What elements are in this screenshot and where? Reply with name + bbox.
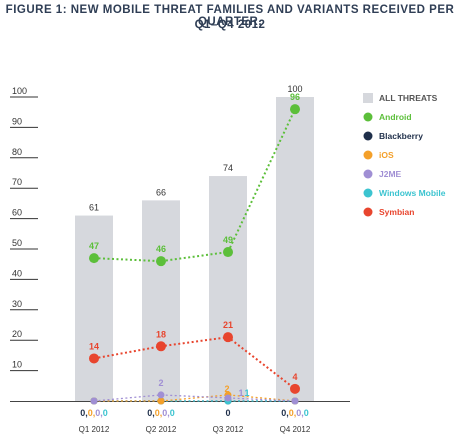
y-tick-label: 60 — [12, 208, 22, 218]
zero-values-label: 0 — [225, 408, 230, 418]
legend-label: J2ME — [379, 169, 402, 179]
zero-value: 0, — [162, 408, 170, 418]
data-point — [157, 391, 165, 399]
data-point — [89, 253, 99, 264]
bar-value-label: 100 — [287, 84, 302, 94]
data-point — [223, 332, 233, 343]
series-line — [93, 108, 296, 263]
data-point — [291, 397, 299, 405]
zero-value: 0, — [281, 408, 289, 418]
point-value-label: 14 — [89, 341, 99, 351]
bar-value-label: 74 — [223, 163, 233, 173]
zero-value: 0, — [95, 408, 103, 418]
legend-label: Android — [379, 112, 412, 122]
data-point — [290, 104, 300, 115]
zero-value: 0, — [296, 408, 304, 418]
legend-swatch — [363, 131, 373, 141]
point-value-label: 46 — [156, 244, 166, 254]
x-category-label: Q2 2012 — [146, 425, 177, 434]
zero-values-label: 0,0,0,0 — [281, 408, 309, 418]
data-point — [89, 353, 99, 364]
point-value-label: 1 — [244, 388, 249, 398]
data-point — [156, 256, 166, 267]
point-value-label: 96 — [290, 92, 300, 102]
x-category-label: Q1 2012 — [79, 425, 110, 434]
legend-label: Windows Mobile — [379, 188, 446, 198]
series-line — [93, 394, 296, 402]
legend-label: Symbian — [379, 207, 414, 217]
legend-label: Blackberry — [379, 131, 423, 141]
zero-value: 0 — [304, 408, 309, 418]
bar — [276, 97, 314, 401]
series-line — [93, 336, 296, 390]
bar — [75, 215, 113, 401]
y-tick-label: 40 — [12, 268, 22, 278]
legend-label: ALL THREATS — [379, 93, 438, 103]
bar — [142, 200, 180, 401]
point-value-label: 1 — [238, 388, 243, 398]
point-value-label: 21 — [223, 320, 233, 330]
zero-value: 0 — [103, 408, 108, 418]
legend-swatch — [363, 169, 373, 179]
chart-title-line-2: Q1–Q4 2012 — [194, 19, 266, 31]
y-tick-label: 70 — [12, 177, 22, 187]
bar-value-label: 61 — [89, 203, 99, 213]
chart-title-line-1: FIGURE 1: NEW MOBILE THREAT FAMILIES AND… — [5, 4, 455, 28]
zero-value: 0, — [88, 408, 96, 418]
x-category-label: Q4 2012 — [280, 425, 311, 434]
data-point — [223, 247, 233, 258]
point-value-label: 2 — [224, 384, 229, 394]
data-point — [157, 397, 165, 405]
legend-swatch — [363, 150, 373, 160]
zero-value: 0, — [80, 408, 88, 418]
zero-value: 0, — [147, 408, 155, 418]
point-value-label: 18 — [156, 329, 166, 339]
zero-value: 0, — [155, 408, 163, 418]
y-tick-label: 20 — [12, 329, 22, 339]
legend-label: iOS — [379, 150, 394, 160]
zero-values-label: 0,0,0,0 — [80, 408, 108, 418]
y-tick-label: 50 — [12, 238, 22, 248]
legend-swatch — [363, 188, 373, 198]
y-tick-label: 90 — [12, 116, 22, 126]
zero-value: 0 — [170, 408, 175, 418]
point-value-label: 49 — [223, 235, 233, 245]
point-value-label: 2 — [158, 378, 163, 388]
point-value-label: 47 — [89, 241, 99, 251]
legend-swatch — [363, 207, 373, 217]
y-tick-label: 10 — [12, 360, 22, 370]
y-tick-label: 100 — [12, 86, 27, 96]
y-tick-label: 80 — [12, 147, 22, 157]
bar — [209, 176, 247, 401]
data-point — [290, 383, 300, 394]
zero-value: 0, — [289, 408, 297, 418]
y-tick-label: 30 — [12, 299, 22, 309]
legend-swatch — [363, 93, 373, 103]
bar-value-label: 66 — [156, 187, 166, 197]
zero-value: 0 — [225, 408, 230, 418]
data-point — [224, 394, 232, 402]
point-value-label: 4 — [292, 372, 297, 382]
series-line — [94, 394, 296, 402]
data-point — [90, 397, 98, 405]
zero-values-label: 0,0,0,0 — [147, 408, 175, 418]
legend-swatch — [363, 112, 373, 122]
data-point — [156, 341, 166, 352]
x-category-label: Q3 2012 — [213, 425, 244, 434]
